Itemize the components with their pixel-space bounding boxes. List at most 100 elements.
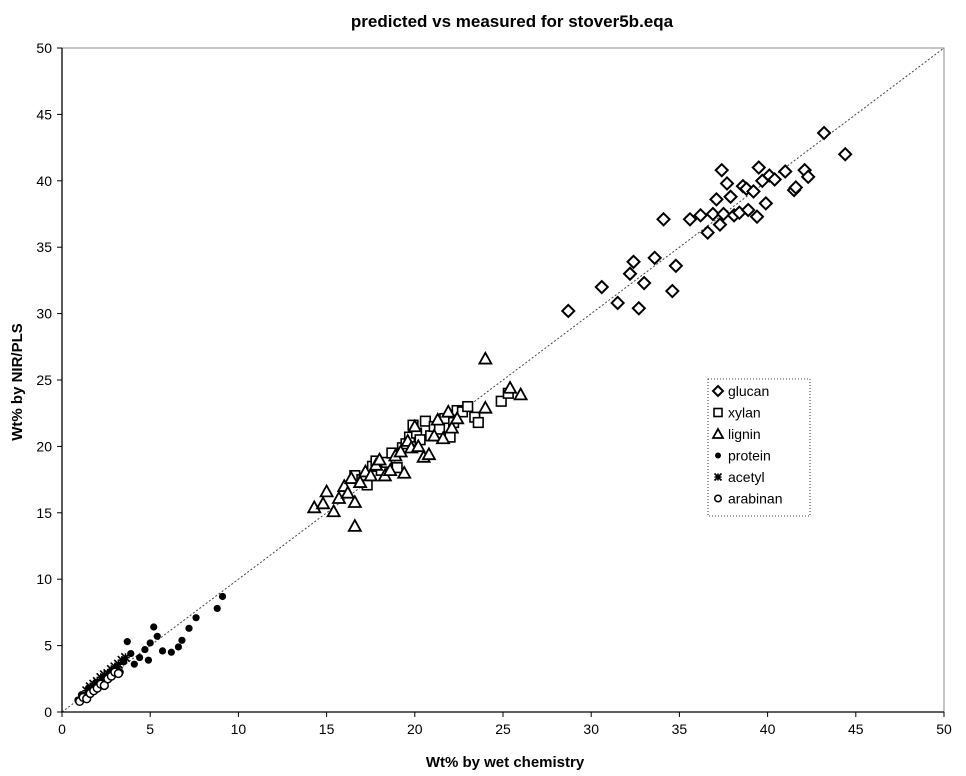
glucan-point: [749, 209, 765, 225]
series-lignin: [306, 350, 529, 532]
glucan-point: [693, 207, 708, 223]
y-tick-label: 20: [36, 438, 52, 454]
glucan-point: [767, 172, 783, 187]
y-tick-label: 0: [44, 704, 52, 720]
x-tick-label: 0: [58, 721, 66, 737]
y-tick-label: 50: [36, 40, 52, 56]
y-tick-label: 5: [44, 638, 52, 654]
lignin-point: [319, 483, 335, 498]
x-tick-label: 40: [760, 721, 776, 737]
lignin-point: [430, 411, 446, 426]
y-tick-label: 35: [36, 239, 52, 255]
legend-marker-xylan: [713, 407, 723, 418]
lignin-point: [502, 380, 518, 394]
arabinan-point: [113, 668, 124, 679]
legend-label-glucan: glucan: [728, 383, 769, 399]
protein-point: [130, 660, 138, 668]
legend-label-arabinan: arabinan: [728, 491, 783, 507]
glucan-point: [622, 266, 638, 282]
glucan-point: [594, 279, 610, 295]
protein-point: [192, 614, 200, 622]
x-tick-label: 15: [319, 721, 335, 737]
lignin-point: [326, 503, 342, 518]
legend-box: [707, 378, 811, 517]
glucan-point: [777, 164, 793, 179]
glucan-point: [626, 254, 641, 270]
lignin-point: [340, 485, 356, 499]
lignin-point: [393, 443, 409, 458]
x-tick-label: 10: [231, 721, 247, 737]
series-glucan: [560, 125, 853, 319]
x-tick-label: 45: [848, 721, 864, 737]
protein-point: [144, 656, 153, 664]
glucan-point: [723, 189, 738, 205]
acetyl-point: [120, 652, 131, 663]
x-tick-label: 50: [936, 721, 952, 737]
glucan-point: [746, 184, 761, 199]
glucan-point: [664, 283, 680, 299]
y-tick-label: 10: [36, 571, 52, 587]
protein-point: [141, 645, 149, 654]
protein-point: [158, 647, 167, 655]
legend-label-acetyl: acetyl: [728, 469, 765, 485]
glucan-point: [705, 206, 721, 222]
xylan-point: [462, 400, 474, 413]
x-tick-label: 35: [672, 721, 688, 737]
x-tick-label: 25: [495, 721, 511, 737]
legend: glucan xylan lignin protein acetyl arabinan: [707, 378, 811, 517]
chart-title: predicted vs measured for stover5b.eqa: [351, 12, 674, 31]
glucan-point: [631, 300, 647, 316]
legend-marker-acetyl: [713, 472, 723, 482]
reference-line-group: [61, 47, 945, 713]
x-tick-label: 20: [407, 721, 423, 737]
protein-point: [146, 639, 154, 647]
xylan-point: [472, 416, 484, 429]
lignin-point: [315, 495, 331, 510]
glucan-point: [700, 225, 716, 241]
glucan-point: [716, 206, 731, 222]
y-tick-label: 25: [36, 372, 52, 388]
lignin-point: [363, 467, 379, 482]
x-axis-label: Wt% by wet chemistry: [426, 754, 585, 771]
y-axis-label: Wt% by NIR/PLS: [9, 323, 26, 441]
acetyl-point: [99, 670, 110, 680]
glucan-point: [709, 191, 724, 207]
glucan-point: [714, 162, 730, 178]
glucan-point: [636, 275, 652, 291]
lignin-point: [477, 350, 493, 365]
glucan-point: [788, 180, 804, 195]
x-tick-label: 30: [583, 721, 599, 737]
y-tick-label: 15: [36, 505, 52, 521]
lignin-point: [410, 438, 426, 453]
lignin-point: [421, 446, 437, 461]
legend-label-xylan: xylan: [728, 405, 761, 421]
glucan-point: [712, 217, 728, 233]
legend-label-lignin: lignin: [728, 426, 761, 442]
glucan-point: [682, 211, 698, 227]
legend-label-protein: protein: [728, 448, 771, 464]
lignin-point: [347, 518, 363, 532]
glucan-point: [610, 295, 626, 311]
protein-point: [167, 648, 175, 656]
axes-group: 0 5 10 15 20 25 30 35 40 45 50 0 5 10 15 20 25 30 35 40 45 50: [36, 40, 952, 737]
glucan-point: [751, 160, 767, 175]
protein-point: [178, 636, 186, 644]
glucan-point: [758, 195, 774, 211]
protein-point: [136, 653, 144, 662]
protein-point: [153, 632, 161, 640]
lignin-point: [343, 470, 359, 484]
lignin-point: [426, 427, 442, 442]
lignin-point: [347, 494, 363, 508]
legend-marker-lignin: [711, 427, 725, 439]
y-tick-label: 40: [36, 173, 52, 189]
legend-marker-protein: [715, 452, 721, 459]
lignin-point: [444, 419, 460, 434]
y-tick-label: 45: [36, 106, 52, 122]
legend-marker-arabinan: [714, 494, 722, 503]
glucan-point: [668, 258, 684, 274]
protein-point: [150, 623, 158, 631]
protein-point: [123, 638, 131, 646]
protein-point: [127, 649, 135, 658]
